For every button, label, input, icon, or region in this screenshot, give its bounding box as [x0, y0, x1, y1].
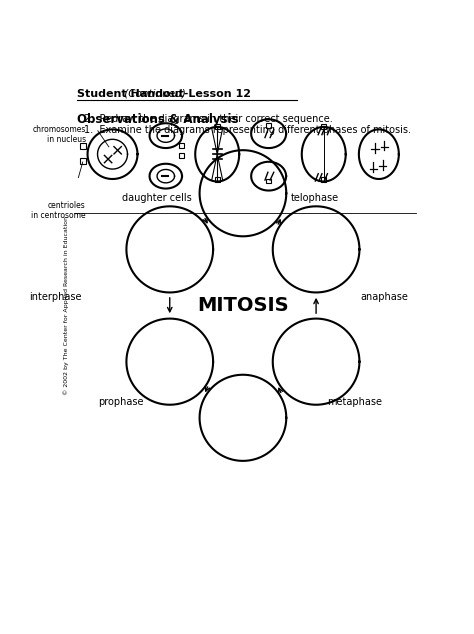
Text: prophase: prophase: [98, 398, 144, 407]
Text: metaphase: metaphase: [328, 398, 383, 407]
Text: © 2002 by The Center for Applied Research in Education: © 2002 by The Center for Applied Researc…: [63, 216, 69, 395]
Text: centrioles
in centrosome: centrioles in centrosome: [31, 200, 86, 220]
Text: daughter cells: daughter cells: [122, 193, 191, 204]
Text: interphase: interphase: [29, 292, 82, 302]
Text: 1.  Examine the diagrams representing different phases of mitosis.: 1. Examine the diagrams representing dif…: [84, 125, 411, 135]
Text: (Continued): (Continued): [120, 89, 185, 98]
Text: MITOSIS: MITOSIS: [197, 296, 289, 315]
Text: Student Handout-Lesson 12: Student Handout-Lesson 12: [77, 89, 251, 98]
Text: telophase: telophase: [291, 193, 339, 204]
Text: Observations & Analysis: Observations & Analysis: [77, 113, 238, 126]
Text: chromosomes
in nucleus: chromosomes in nucleus: [32, 125, 86, 145]
Text: anaphase: anaphase: [360, 292, 409, 302]
Text: 2.  Redraw the diagrams in their correct sequence.: 2. Redraw the diagrams in their correct …: [84, 114, 333, 124]
